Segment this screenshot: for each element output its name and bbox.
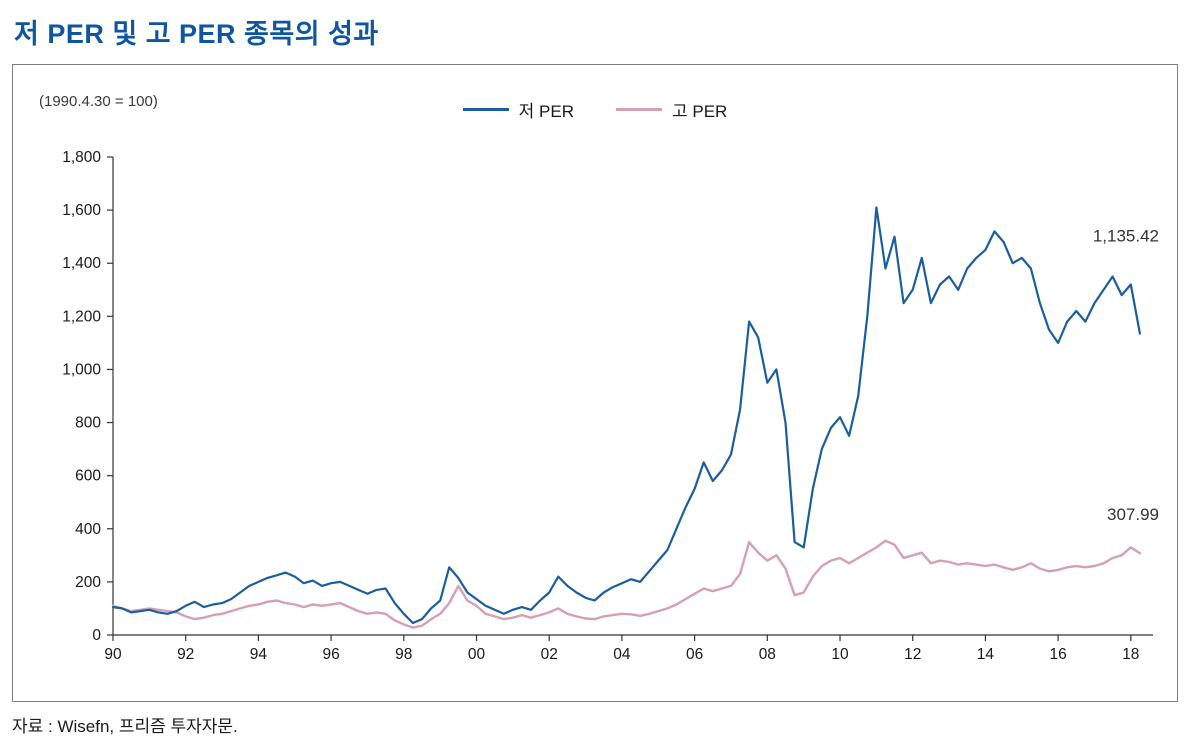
x-tick-label: 08 [759, 646, 776, 663]
source-note: 자료 : Wisefn, 프리즘 투자자문. [12, 717, 238, 736]
y-tick-label: 1,600 [62, 202, 101, 219]
x-tick-label: 06 [686, 646, 703, 663]
y-tick-label: 400 [75, 521, 101, 538]
y-tick-label: 1,000 [62, 361, 101, 378]
x-tick-label: 14 [977, 646, 995, 663]
y-tick-label: 1,200 [62, 308, 101, 325]
chart-canvas: 02004006008001,0001,2001,4001,6001,80090… [62, 149, 1159, 663]
x-tick-label: 96 [322, 646, 339, 663]
x-tick-label: 98 [395, 646, 412, 663]
x-tick-label: 00 [468, 646, 486, 663]
chart-legend: 저 PER 고 PER [13, 97, 1177, 122]
x-tick-label: 04 [613, 646, 631, 663]
x-tick-label: 92 [177, 646, 194, 663]
series-line-low-per [111, 206, 1142, 625]
y-tick-label: 0 [92, 627, 101, 644]
legend-line-high-per-icon [616, 108, 662, 111]
y-tick-label: 200 [75, 574, 101, 591]
final-value-label-high-per: 307.99 [1107, 505, 1159, 524]
legend-item-low-per: 저 PER [462, 97, 574, 122]
x-tick-label: 94 [250, 646, 268, 663]
x-tick-label: 12 [904, 646, 921, 663]
x-tick-label: 02 [541, 646, 558, 663]
final-value-label-low-per: 1,135.42 [1093, 226, 1159, 245]
chart-panel: 0 200 400 600 800 1,000 1,200 1,400 1,600 1,800 90… [12, 64, 1178, 702]
page-title: 저 PER 및 고 PER 종목의 성과 [14, 19, 379, 49]
x-tick-label: 16 [1049, 646, 1066, 663]
base-index-note: (1990.4.30 = 100) [39, 93, 158, 110]
y-tick-label: 1,800 [62, 149, 101, 166]
x-tick-label: 18 [1122, 646, 1139, 663]
y-tick-label: 800 [75, 415, 101, 432]
legend-label-low-per: 저 PER [518, 102, 574, 121]
legend-line-low-per-icon [462, 108, 509, 111]
y-tick-label: 600 [75, 468, 101, 485]
legend-label-high-per: 고 PER [672, 102, 728, 121]
legend-item-high-per: 고 PER [616, 97, 727, 122]
series-line-high-per [111, 539, 1142, 629]
y-tick-label: 1,400 [62, 255, 101, 272]
x-tick-label: 90 [104, 646, 122, 663]
x-tick-label: 10 [831, 646, 849, 663]
